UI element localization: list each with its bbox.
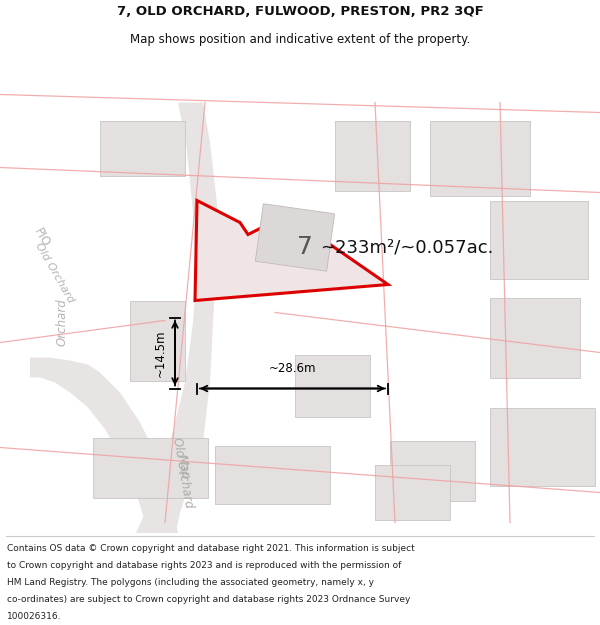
Polygon shape — [256, 204, 335, 271]
Bar — [215, 446, 330, 504]
Bar — [100, 121, 185, 176]
Text: co-ordinates) are subject to Crown copyright and database rights 2023 Ordnance S: co-ordinates) are subject to Crown copyr… — [7, 595, 410, 604]
Text: ~233m²/~0.057ac.: ~233m²/~0.057ac. — [320, 239, 493, 256]
Text: Old Orchard: Old Orchard — [170, 436, 196, 509]
Text: ~28.6m: ~28.6m — [269, 361, 316, 374]
Text: to Crown copyright and database rights 2023 and is reproduced with the permissio: to Crown copyright and database rights 2… — [7, 561, 401, 570]
Text: Map shows position and indicative extent of the property.: Map shows position and indicative extent… — [130, 32, 470, 46]
Text: 100026316.: 100026316. — [7, 612, 62, 621]
Bar — [130, 301, 185, 381]
Polygon shape — [110, 102, 218, 592]
Bar — [490, 408, 595, 486]
Text: Old Orchard: Old Orchard — [34, 241, 76, 304]
Polygon shape — [195, 201, 388, 301]
Polygon shape — [30, 357, 185, 592]
Text: Contains OS data © Crown copyright and database right 2021. This information is : Contains OS data © Crown copyright and d… — [7, 544, 415, 553]
Bar — [430, 121, 530, 196]
Text: PIO: PIO — [31, 226, 53, 249]
Bar — [490, 201, 588, 279]
Bar — [375, 464, 450, 519]
Bar — [295, 354, 370, 416]
Text: Map: Map — [175, 454, 191, 481]
Bar — [93, 438, 208, 498]
Bar — [390, 441, 475, 501]
Text: HM Land Registry. The polygons (including the associated geometry, namely x, y: HM Land Registry. The polygons (includin… — [7, 578, 374, 587]
Bar — [335, 121, 410, 191]
Text: ~14.5m: ~14.5m — [154, 329, 167, 377]
Text: Orchard: Orchard — [56, 299, 68, 346]
Bar — [490, 298, 580, 378]
Text: 7: 7 — [297, 236, 313, 259]
Text: 7, OLD ORCHARD, FULWOOD, PRESTON, PR2 3QF: 7, OLD ORCHARD, FULWOOD, PRESTON, PR2 3Q… — [116, 5, 484, 18]
